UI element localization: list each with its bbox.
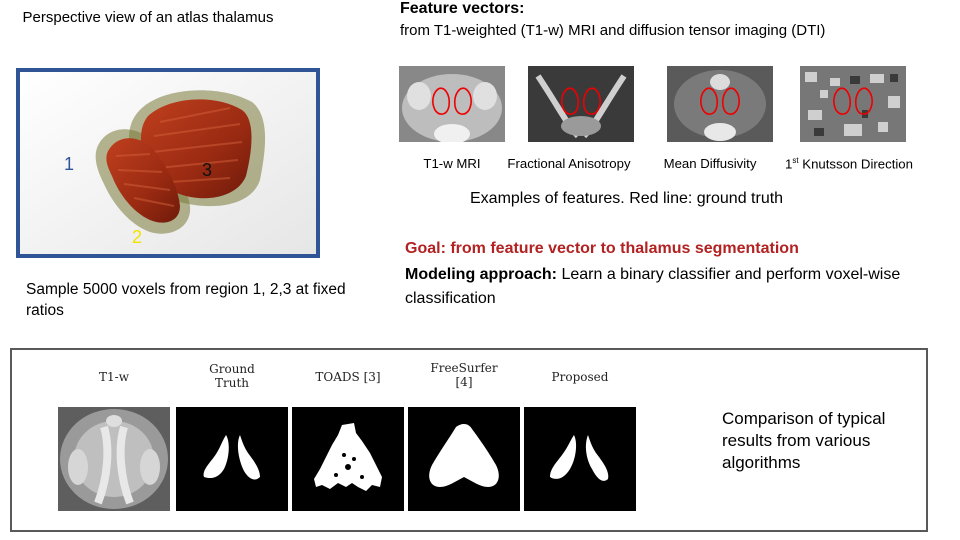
region-label-1: 1 xyxy=(64,154,74,174)
proposed-result-image xyxy=(524,407,636,511)
modeling-approach: Modeling approach: Learn a binary classi… xyxy=(405,263,905,311)
feature-vectors-subtitle: from T1-weighted (T1-w) MRI and diffusio… xyxy=(400,22,826,39)
column-label-line1: FreeSurfer xyxy=(430,361,498,375)
t1w-mri-label: T1-w MRI xyxy=(423,156,481,171)
column-label-t1w: T1-w xyxy=(58,370,170,384)
knutsson-label-rest: Knutsson Direction xyxy=(798,156,913,172)
mean-diffusivity-thumbnail xyxy=(667,66,773,142)
mean-diffusivity-label: Mean Diffusivity xyxy=(663,156,757,171)
atlas-frame: 1 2 3 xyxy=(16,68,320,258)
column-label-freesurfer: FreeSurfer [4] xyxy=(408,361,520,389)
comparison-text: Comparison of typical results from vario… xyxy=(722,409,886,472)
column-label-line1: Ground xyxy=(209,362,255,376)
ground-truth-result-image xyxy=(176,407,288,511)
region-label-2: 2 xyxy=(132,227,142,247)
column-label-line1: T1-w xyxy=(99,370,129,384)
fractional-anisotropy-thumbnail xyxy=(528,66,634,142)
features-caption: Examples of features. Red line: ground t… xyxy=(470,190,784,207)
modeling-text: Learn a binary classifier and perform vo… xyxy=(405,266,901,307)
knutsson-label-sup: st xyxy=(792,156,799,165)
column-label-toads: TOADS [3] xyxy=(292,370,404,384)
knutsson-direction-label: 1st Knutsson Direction xyxy=(776,156,922,171)
t1w-mri-thumbnail xyxy=(399,66,505,142)
knutsson-direction-thumbnail xyxy=(800,66,906,142)
column-label-line2: Truth xyxy=(214,376,250,390)
comparison-box xyxy=(10,348,928,532)
toads-result-image xyxy=(292,407,404,511)
feature-vectors-title: Feature vectors: xyxy=(400,0,525,17)
column-label-line1: TOADS [3] xyxy=(315,370,381,384)
atlas-thalamus-render: 1 2 3 xyxy=(20,72,316,254)
column-label-ground-truth: Ground Truth xyxy=(176,362,288,390)
sampling-text: Sample 5000 voxels from region 1, 2,3 at… xyxy=(26,281,346,319)
knutsson-label-prefix: 1 xyxy=(785,156,793,172)
column-label-line2: [4] xyxy=(455,375,473,389)
modeling-label: Modeling approach: xyxy=(405,266,557,283)
column-label-line1: Proposed xyxy=(551,370,609,384)
t1w-result-image xyxy=(58,407,170,511)
column-label-proposed: Proposed xyxy=(524,370,636,384)
atlas-title: Perspective view of an atlas thalamus xyxy=(22,9,274,26)
freesurfer-result-image xyxy=(408,407,520,511)
goal-text: Goal: from feature vector to thalamus se… xyxy=(405,240,799,257)
region-label-3: 3 xyxy=(202,160,212,180)
fractional-anisotropy-label: Fractional Anisotropy xyxy=(507,156,631,171)
